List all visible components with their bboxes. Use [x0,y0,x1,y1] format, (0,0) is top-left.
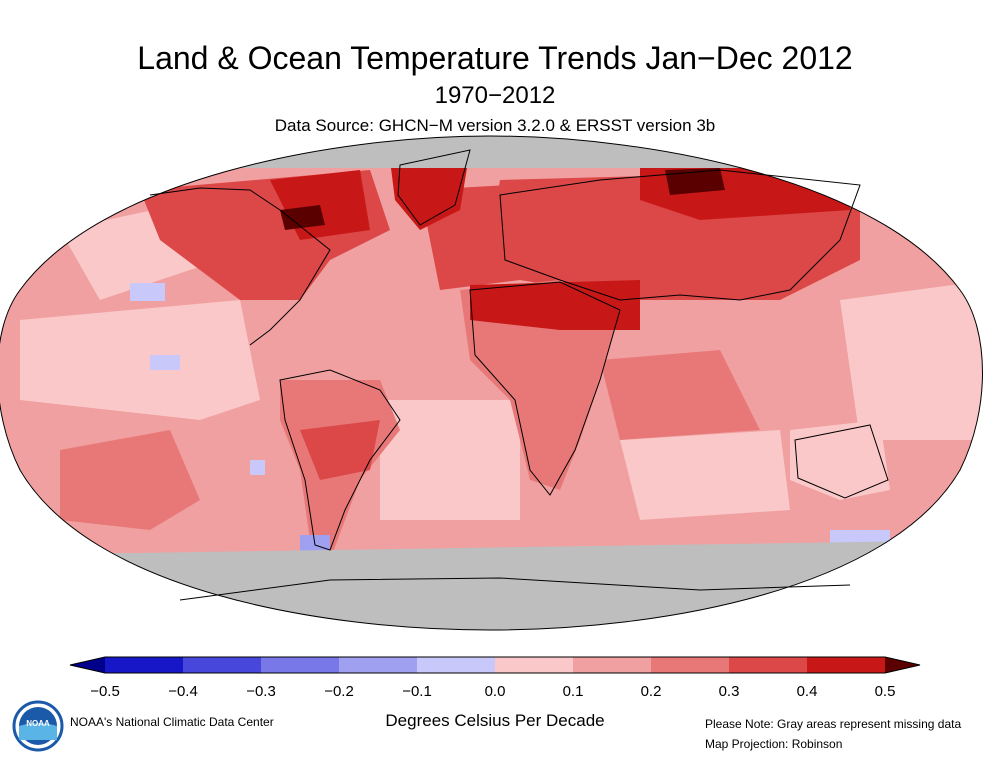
coast-antarctica [179,577,851,601]
colorbar-tick-label: −0.2 [324,683,354,700]
region-north-pacific [20,300,260,420]
colorbar-tick-label: −0.1 [402,683,432,700]
data-source: Data Source: GHCN−M version 3.2.0 & ERSS… [274,116,716,135]
logo-text: NOAA [26,719,50,728]
colorbar-under-arrow [70,657,105,673]
region-africa [460,280,620,490]
colorbar-swatch [573,657,651,673]
colorbar-tick-label: 0.3 [718,683,740,700]
colorbar-tick-label: 0.5 [874,683,896,700]
noaa-logo: NOAA [12,700,64,752]
notes: Please Note: Gray areas represent missin… [705,714,961,754]
coast-south-america [279,369,401,551]
colorbar-swatch [105,657,183,673]
region-siberia-max [665,168,725,195]
missing-data-note: Please Note: Gray areas represent missin… [705,717,962,731]
region-south-pacific [60,430,200,530]
colorbar-swatch [183,657,261,673]
colorbar-over-arrow [885,657,920,673]
colorbar-swatch [729,657,807,673]
projection-note: Map Projection: Robinson [705,737,843,751]
cell-negative-2 [150,355,180,370]
region-hudson-max [280,205,325,230]
colorbar [69,656,921,674]
colorbar-outline [69,656,921,674]
colorbar-tick-label: 0.2 [640,683,662,700]
coast-australia [794,424,889,499]
region-australia [790,420,890,500]
map-fill-layer [0,136,983,630]
colorbar-tick-label: 0.1 [562,683,584,700]
region-indian-ocean [600,350,760,440]
colorbar-swatch [261,657,339,673]
colorbar-title: Degrees Celsius Per Decade [385,711,605,730]
colorbar-swatch [417,657,495,673]
map-subtitle: 1970−2012 [434,82,556,109]
region-indian-ocean-south [620,430,790,520]
region-brazil [300,420,380,480]
region-antarctica [0,540,983,630]
colorbar-tick-label: −0.3 [246,683,276,700]
cell-negative-3 [250,460,265,475]
credit-text: NOAA's National Climatic Data Center [70,715,274,729]
colorbar-tick-label: 0.4 [796,683,818,700]
colorbar-tick-label: 0.0 [484,683,506,700]
coast-greenland [397,149,471,226]
coastlines [149,149,889,601]
colorbar-swatch [651,657,729,673]
colorbar-swatch [339,657,417,673]
region-greenland [390,150,470,230]
colorbar-tick-label: −0.4 [168,683,198,700]
coast-eurasia [499,169,861,301]
coast-africa [469,281,621,496]
region-south-atlantic [380,400,520,520]
map-title: Land & Ocean Temperature Trends Jan−Dec … [137,40,853,76]
colorbar-swatch [495,657,573,673]
globe-outline [0,135,983,631]
coast-north-america [149,187,331,346]
cell-negative-1 [130,283,165,301]
region-west-pacific [840,280,983,440]
colorbar-swatch [807,657,885,673]
colorbar-tick-label: −0.5 [90,683,120,700]
